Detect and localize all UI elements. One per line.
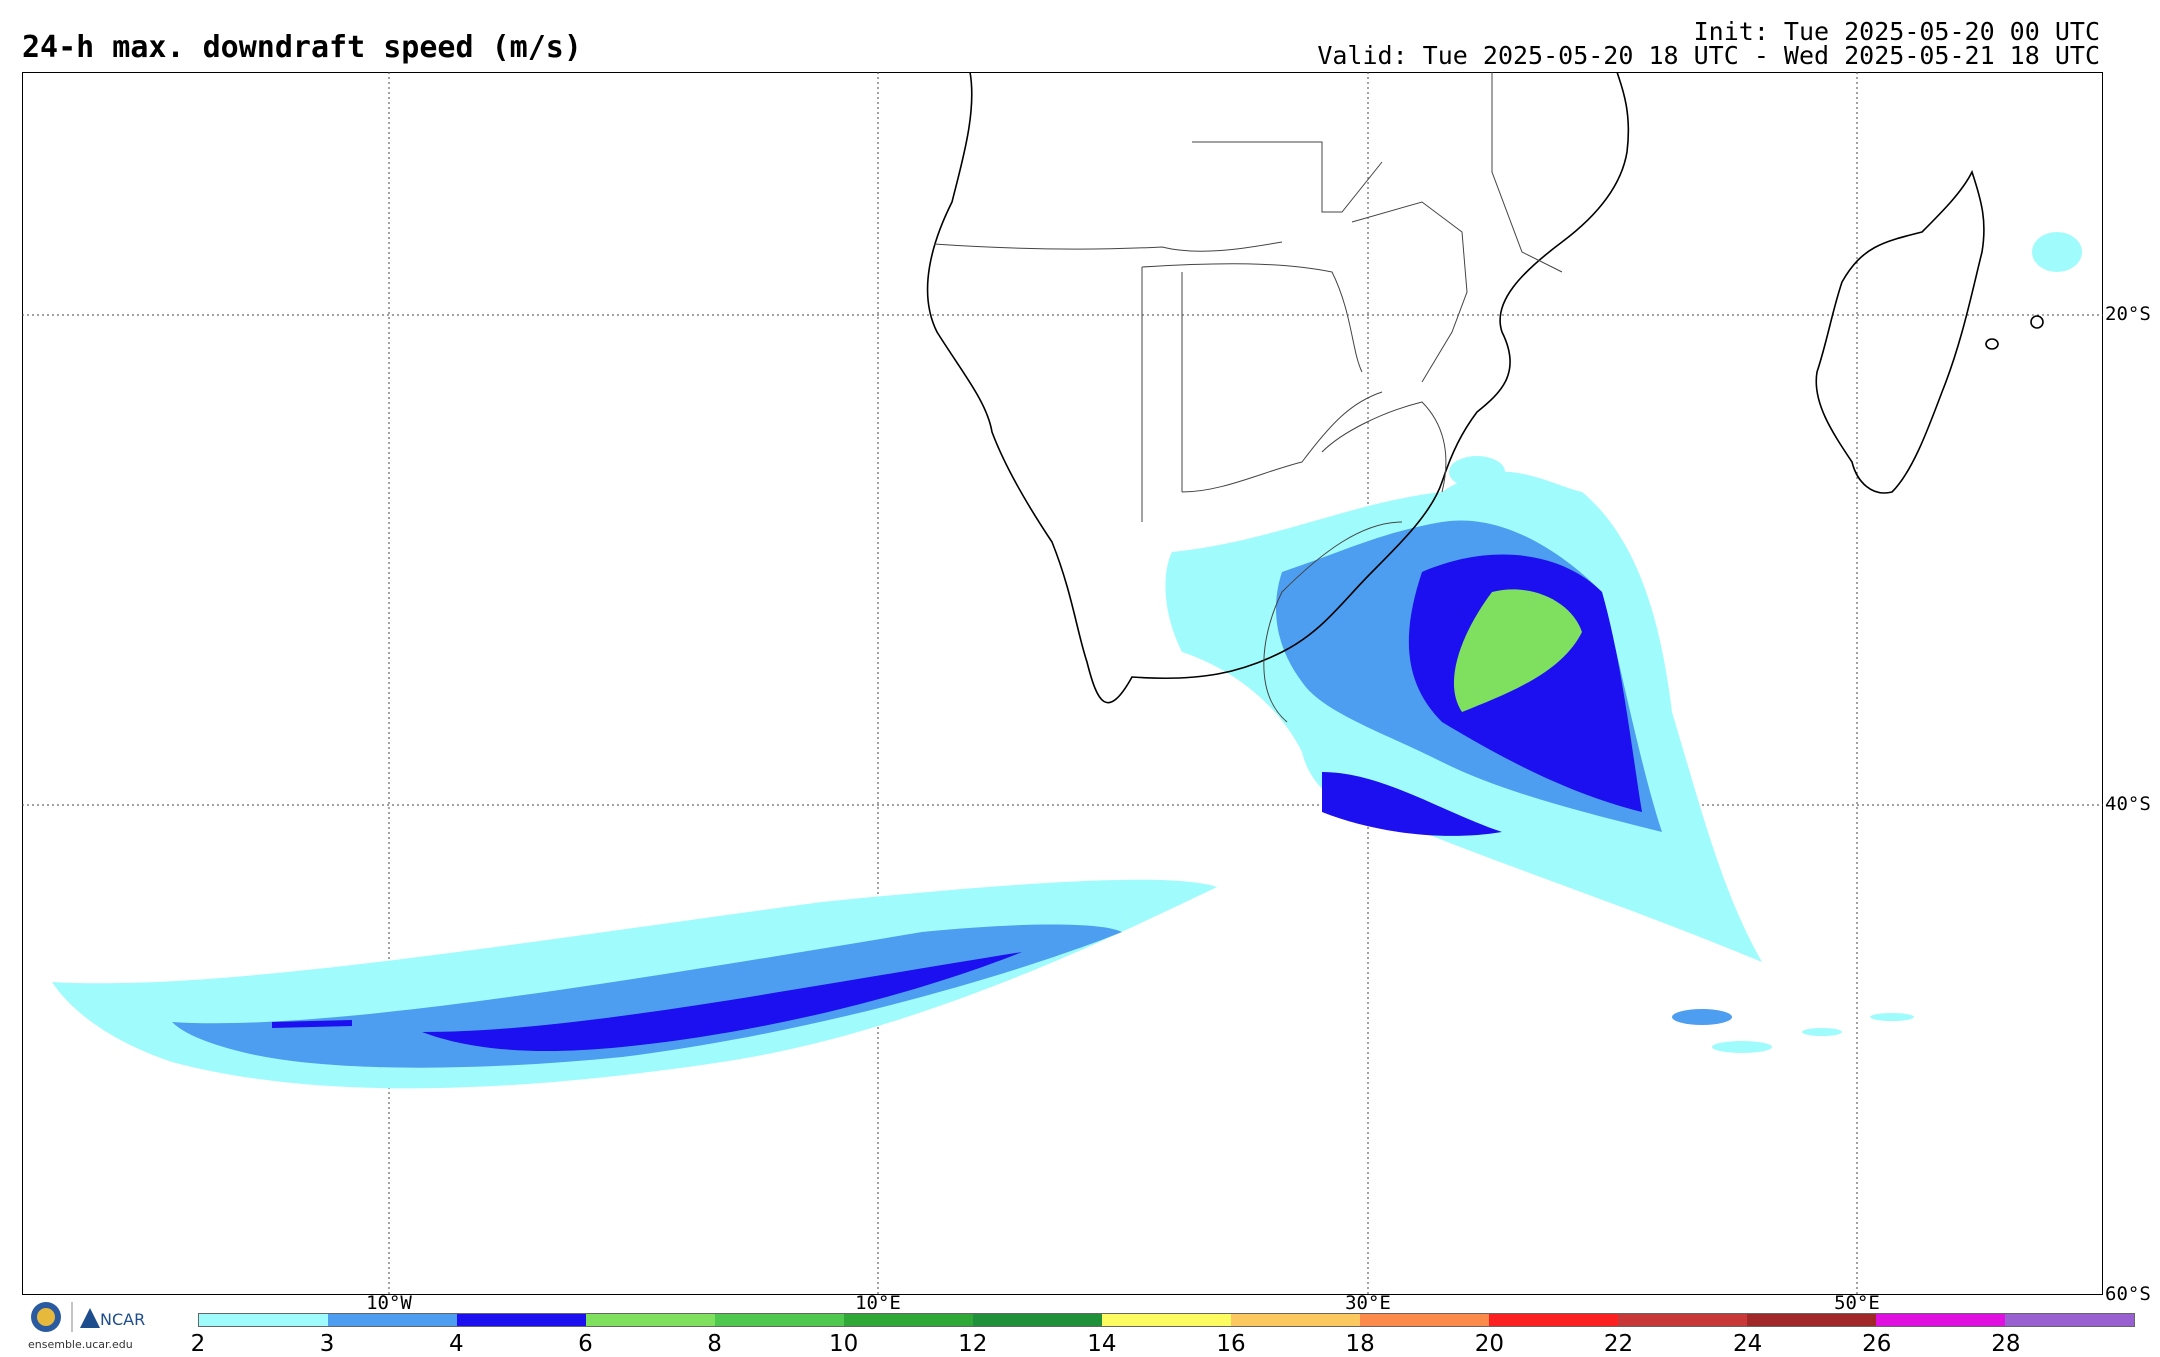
colorbar-swatch xyxy=(586,1314,715,1326)
mauritius-coastline xyxy=(1985,338,1999,350)
lon-label-10e: 10°E xyxy=(855,1292,901,1314)
lat-label-20s: 20°S xyxy=(2105,303,2151,325)
ncar-logo-icon xyxy=(80,1308,100,1328)
downdraft-plume-southern-africa xyxy=(1165,471,1762,962)
colorbar-tick-label: 16 xyxy=(1216,1331,1246,1357)
colorbar-tick-label: 12 xyxy=(958,1331,988,1357)
colorbar-swatch xyxy=(844,1314,973,1326)
map-title: 24-h max. downdraft speed (m/s) xyxy=(22,30,582,65)
colorbar-swatch xyxy=(1231,1314,1360,1326)
colorbar-swatch xyxy=(1360,1314,1489,1326)
colorbar-tick-label: 22 xyxy=(1603,1331,1634,1357)
valid-time: Valid: Tue 2025-05-20 18 UTC - Wed 2025-… xyxy=(1317,41,2100,70)
run-time-info: Init: Tue 2025-05-20 00 UTC Valid: Tue 2… xyxy=(1317,17,2100,70)
colorbar-tick-label: 14 xyxy=(1087,1331,1117,1357)
colorbar-swatch xyxy=(199,1314,328,1326)
colorbar-tick-label: 8 xyxy=(707,1331,722,1357)
init-time: Init: Tue 2025-05-20 00 UTC xyxy=(1693,17,2100,46)
colorbar-tick-label: 4 xyxy=(448,1331,464,1357)
nsf-ncar-logo: NCAR xyxy=(31,1302,145,1332)
lon-label-10w: 10°W xyxy=(366,1292,412,1314)
downdraft-band-south-atlantic xyxy=(52,879,1217,1089)
colorbar-swatch xyxy=(1489,1314,1618,1326)
colorbar-swatch xyxy=(1747,1314,1876,1326)
site-url: ensemble.ucar.edu xyxy=(28,1338,133,1351)
colorbar-swatch xyxy=(328,1314,457,1326)
ncar-logo-text: NCAR xyxy=(100,1310,145,1329)
map-canvas xyxy=(22,71,2103,1295)
colorbar-tick-label: 24 xyxy=(1732,1331,1763,1357)
colorbar-tick-label: 20 xyxy=(1474,1331,1504,1357)
map-panel xyxy=(22,71,2103,1295)
colorbar-swatch xyxy=(1876,1314,2005,1326)
africa-coastline xyxy=(926,71,1630,704)
colorbar-swatch xyxy=(1102,1314,1231,1326)
colorbar-swatch xyxy=(715,1314,844,1326)
colorbar-tick-label: 10 xyxy=(829,1331,859,1357)
colorbar-tick-label: 6 xyxy=(578,1331,593,1357)
colorbar-tick-label: 3 xyxy=(319,1331,335,1357)
coastlines xyxy=(926,71,2044,704)
colorbar-tick-label: 2 xyxy=(190,1331,206,1357)
downdraft-patches-indian-ocean xyxy=(1449,232,2082,1053)
lon-label-50e: 50°E xyxy=(1834,1292,1880,1314)
colorbar-tick-label: 28 xyxy=(1991,1331,2021,1357)
lon-label-30e: 30°E xyxy=(1345,1292,1391,1314)
map-frame xyxy=(22,72,2103,1295)
colorbar-tick-label: 18 xyxy=(1345,1331,1375,1357)
colorbar-swatch xyxy=(2005,1314,2134,1326)
reunion-coastline xyxy=(2030,315,2044,329)
colorbar-swatch xyxy=(1618,1314,1747,1326)
madagascar-coastline xyxy=(1815,169,1985,494)
colorbar xyxy=(198,1313,2135,1327)
lat-label-60s: 60°S xyxy=(2105,1283,2151,1305)
country-borders xyxy=(933,72,1563,723)
lat-label-40s: 40°S xyxy=(2105,793,2151,815)
colorbar-swatch xyxy=(973,1314,1102,1326)
colorbar-swatch xyxy=(457,1314,586,1326)
colorbar-tick-label: 26 xyxy=(1862,1331,1892,1357)
